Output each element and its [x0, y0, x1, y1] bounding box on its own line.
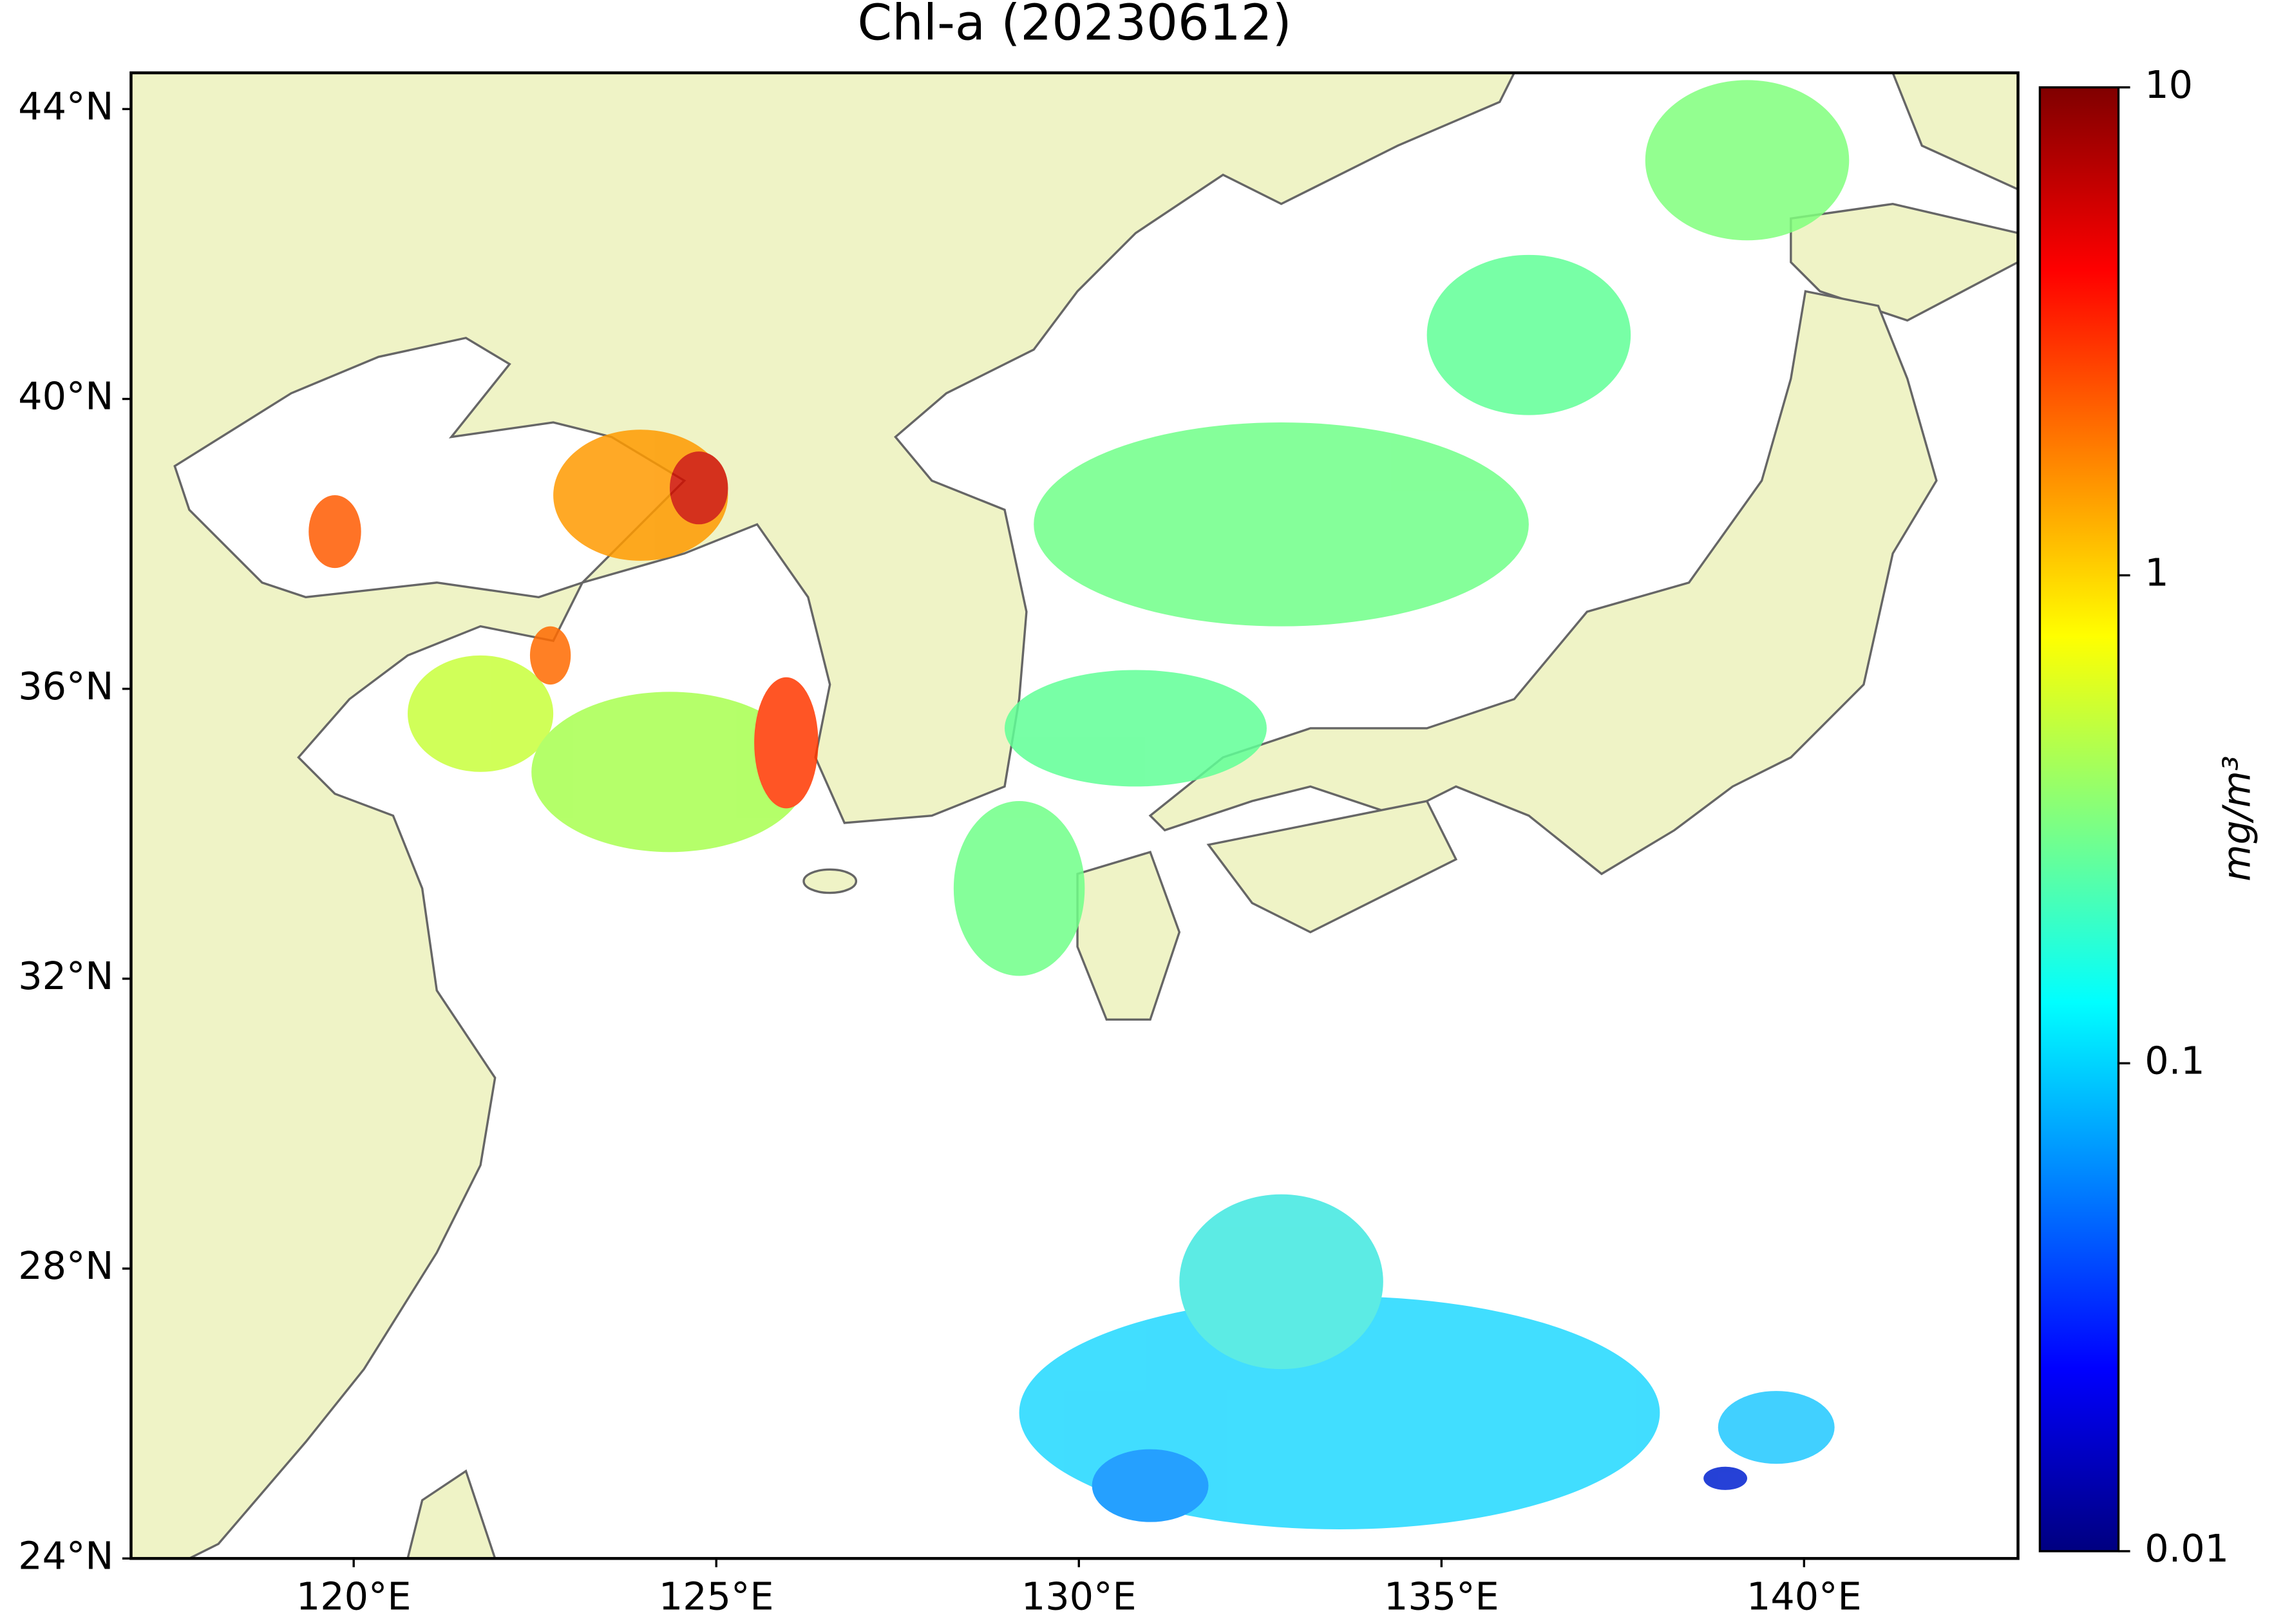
- x-tick-label: 120°E: [296, 1574, 412, 1619]
- x-tick-label: 140°E: [1747, 1574, 1862, 1619]
- chl-patch: [754, 677, 819, 809]
- colorbar: [2038, 86, 2120, 1553]
- honshu: [1148, 290, 1938, 876]
- map-frame: [129, 71, 2020, 1560]
- colorbar-tick-label: 0.01: [2145, 1526, 2229, 1571]
- x-tick-label: 130°E: [1021, 1574, 1137, 1619]
- hokkaido: [1790, 202, 2018, 322]
- map: [131, 73, 2018, 1559]
- colorbar-tick-label: 10: [2145, 62, 2193, 107]
- y-tick-label: 44°N: [18, 84, 113, 128]
- x-tick-label: 125°E: [659, 1574, 774, 1619]
- kyushu: [1076, 851, 1181, 1021]
- chl-patch: [531, 692, 808, 853]
- taiwan: [406, 1469, 497, 1559]
- chl-patch: [1004, 670, 1267, 787]
- chl-patch: [1645, 80, 1850, 241]
- chl-field: [308, 80, 1850, 1529]
- chl-patch: [1034, 422, 1529, 627]
- y-tick-label: 24°N: [18, 1533, 113, 1578]
- colorbar-tick-label: 0.1: [2145, 1038, 2204, 1082]
- colorbar-label: mg/m³: [2214, 756, 2259, 882]
- jeju: [802, 868, 858, 894]
- chl-patch: [1179, 1194, 1383, 1370]
- chl-patch: [1092, 1449, 1209, 1522]
- y-tick-label: 36°N: [18, 664, 113, 708]
- shikoku: [1206, 800, 1458, 934]
- chl-patch: [1703, 1466, 1748, 1490]
- colorbar-tick-label: 1: [2145, 551, 2168, 595]
- chl-patch: [1426, 254, 1631, 415]
- y-tick-label: 32°N: [18, 954, 113, 998]
- chart-title: Chl-a (20230612): [857, 0, 1291, 52]
- chl-patch: [953, 801, 1085, 976]
- chl-patch: [1718, 1391, 1835, 1464]
- chl-patch: [669, 451, 728, 525]
- chl-patch: [408, 655, 554, 772]
- x-tick-label: 135°E: [1384, 1574, 1499, 1619]
- chl-patch: [308, 495, 361, 569]
- chl-patch: [529, 626, 571, 685]
- y-tick-label: 40°N: [18, 374, 113, 419]
- y-tick-label: 28°N: [18, 1243, 113, 1288]
- sakhalin: [1891, 73, 2018, 191]
